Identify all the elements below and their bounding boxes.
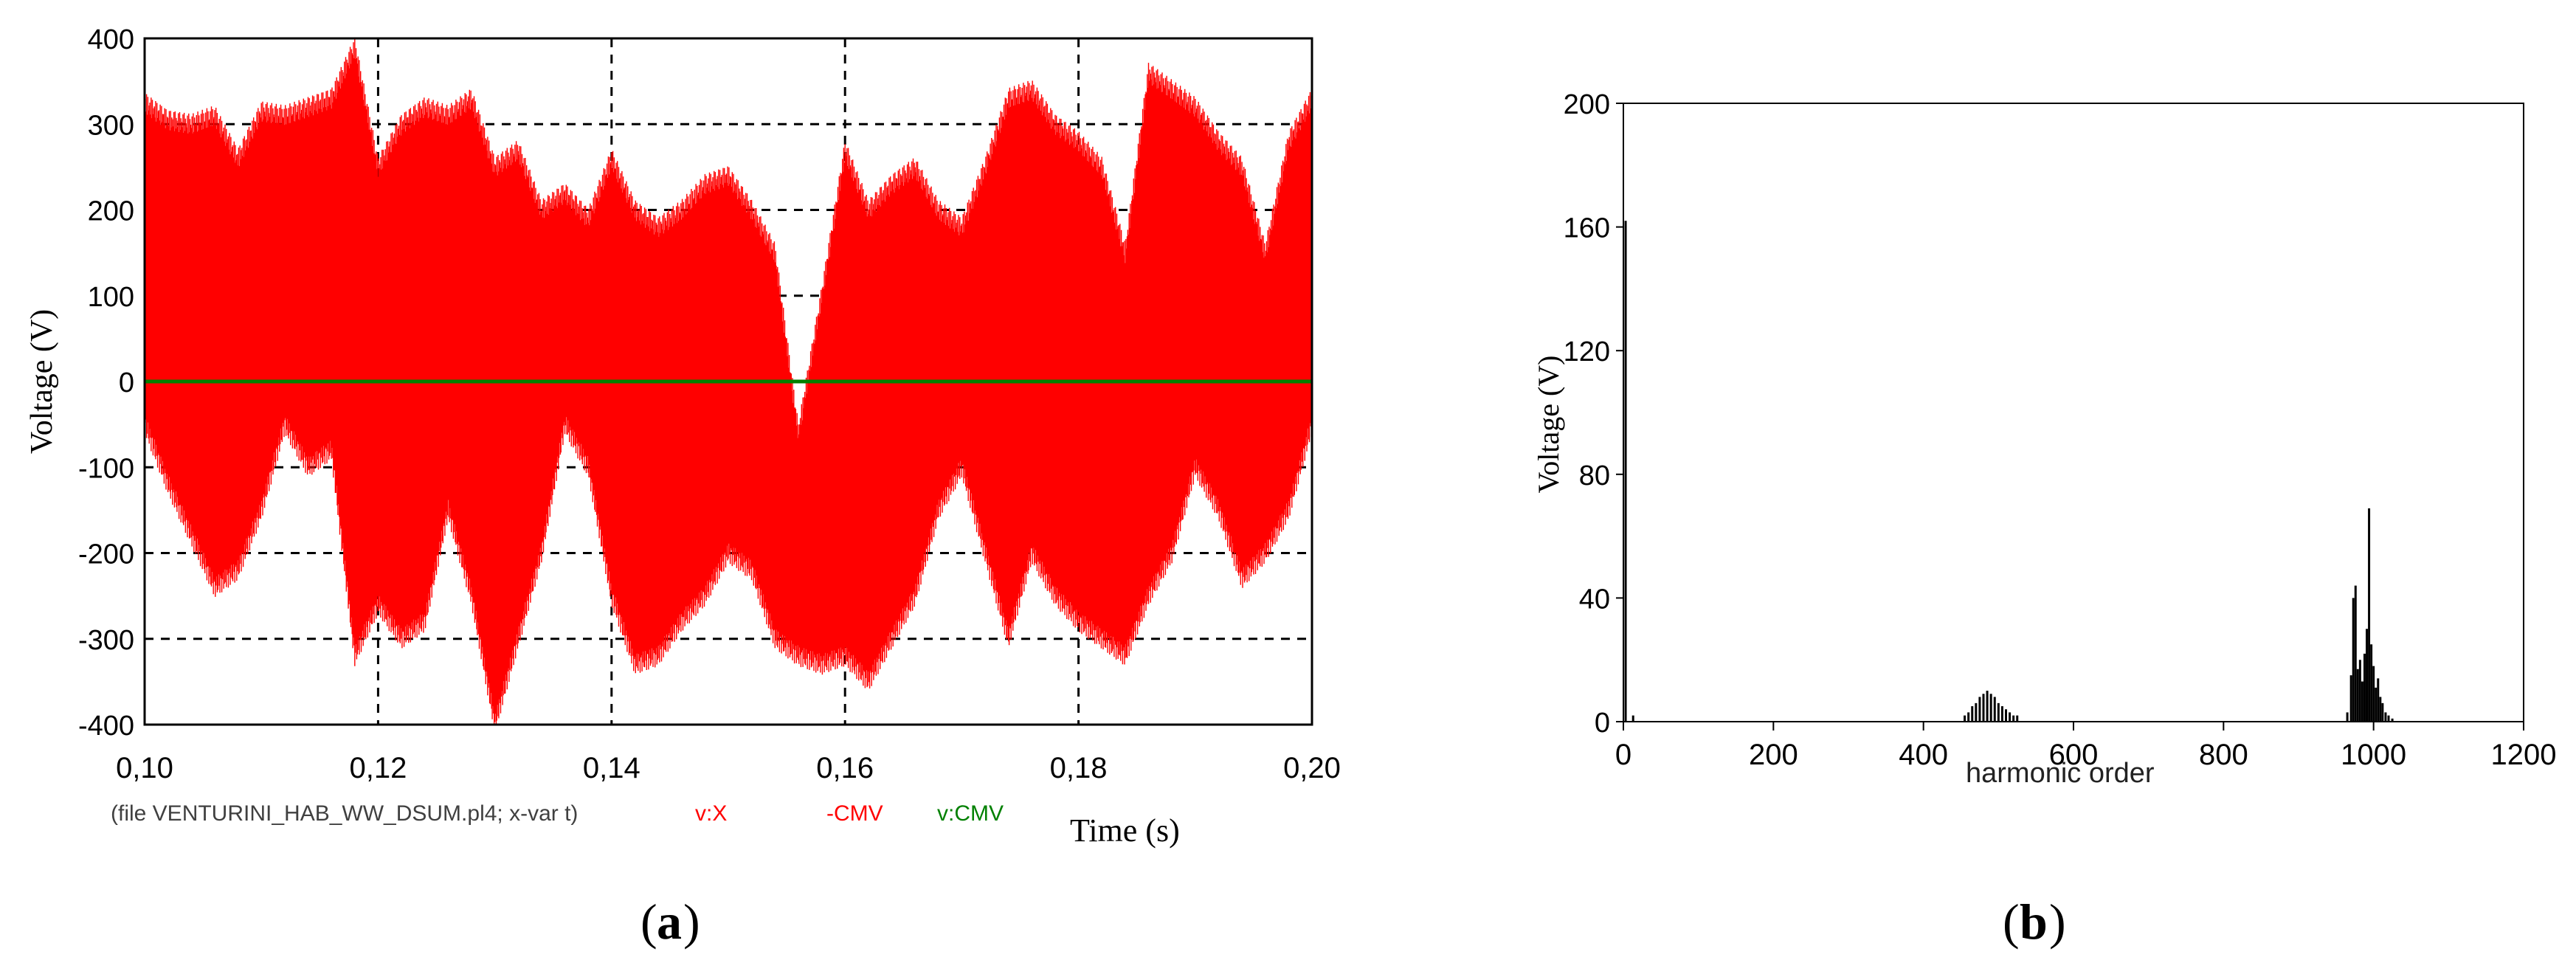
caption-a-letter: a	[657, 894, 682, 950]
chart-b-y-tick: 200	[1564, 89, 1610, 120]
caption-a: ( a )	[640, 894, 700, 950]
chart-a-legend-neg-cmv: -CMV	[826, 801, 883, 826]
chart-b-x-tick: 800	[2199, 739, 2248, 771]
chart-a-x-axis-label: Time (s)	[1070, 812, 1180, 849]
chart-b-frame	[1623, 103, 2524, 722]
chart-a-legend-vx: v:X	[695, 801, 727, 826]
chart-a-x-tick: 0,12	[349, 752, 407, 784]
svg-text:): )	[683, 894, 700, 950]
chart-b-y-tick: 0	[1595, 708, 1610, 739]
chart-a-x-tick: 0,20	[1283, 752, 1341, 784]
chart-a-x-tick: 0,14	[583, 752, 640, 784]
chart-a-x-tick: 0,10	[116, 752, 173, 784]
chart-a-y-tick: 100	[88, 282, 134, 313]
chart-a-y-tick: 400	[88, 24, 134, 55]
chart-a-legend-vcmv: v:CMV	[937, 801, 1004, 826]
chart-b-x-tick: 1200	[2491, 739, 2557, 771]
chart-a-y-tick: 0	[119, 367, 134, 398]
chart-b-x-tick: 400	[1899, 739, 1948, 771]
chart-b-bars	[1624, 221, 2394, 722]
chart-a-y-tick: 200	[88, 196, 134, 227]
chart-a-x-tick: 0,16	[816, 752, 874, 784]
chart-b-y-tick: 120	[1564, 336, 1610, 367]
chart-b-x-axis-label: harmonic order	[1966, 758, 2155, 789]
svg-text:(: (	[640, 894, 657, 950]
chart-b-x-tick: 0	[1615, 739, 1631, 771]
chart-a-y-tick: -400	[78, 711, 134, 742]
caption-b: ( b )	[2003, 894, 2066, 950]
chart-b-x-tick: 600	[2049, 739, 2099, 771]
chart-a-legend-file: (file VENTURINI_HAB_WW_DSUM.pl4; x-var t…	[111, 801, 578, 826]
chart-b-y-axis-label: Voltage (V)	[1532, 356, 1565, 494]
chart-b-y-tick: 160	[1564, 213, 1610, 244]
chart-a-y-tick: 300	[88, 110, 134, 141]
chart-b-x-tick: 1000	[2341, 739, 2406, 771]
chart-a-y-tick: -300	[78, 625, 134, 656]
chart-a-y-axis-label: Voltage (V)	[25, 309, 59, 454]
chart-a-series	[145, 38, 1312, 725]
chart-a-ticks: 0,10 0,12 0,14 0,16 0,18 0,20 400 300 200 100 0 -10…	[78, 24, 1341, 784]
caption-b-letter: b	[2020, 894, 2048, 950]
chart-a-frame	[143, 37, 1313, 726]
svg-text:): )	[2049, 894, 2066, 950]
chart-a-y-tick: -200	[78, 539, 134, 570]
chart-a-time-domain: 0,10 0,12 0,14 0,16 0,18 0,20 400 300 200 100 0 -10…	[25, 24, 1341, 849]
chart-a-y-tick: -100	[78, 453, 134, 484]
chart-a-series-vx	[145, 38, 1312, 725]
chart-b-y-tick: 80	[1579, 460, 1610, 491]
svg-text:(: (	[2003, 894, 2020, 950]
chart-b-x-tick: 200	[1749, 739, 1798, 771]
chart-a-x-tick: 0,18	[1050, 752, 1108, 784]
chart-b-y-tick: 40	[1579, 584, 1610, 615]
